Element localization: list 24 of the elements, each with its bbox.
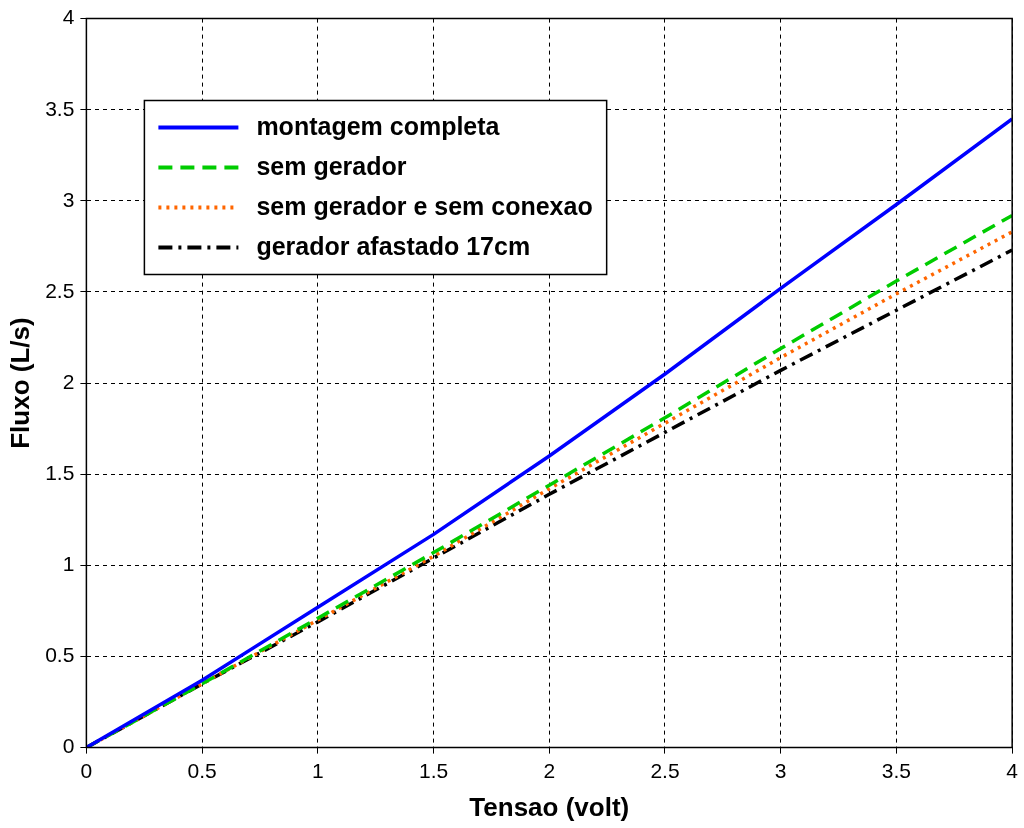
x-tick-label: 4 [1006, 759, 1019, 782]
x-tick-label: 0.5 [187, 759, 217, 782]
y-tick-label: 1.5 [45, 461, 75, 485]
y-tick-label: 0 [62, 734, 75, 758]
x-tick-label: 2.5 [650, 759, 680, 782]
y-tick-label: 4 [62, 5, 75, 29]
x-tick-label: 2 [543, 759, 556, 782]
y-tick-label: 1 [62, 552, 75, 576]
legend-label: montagem completa [256, 112, 501, 141]
x-tick-label: 1 [311, 759, 324, 782]
y-tick-label: 0.5 [45, 643, 75, 667]
y-tick-label: 2 [62, 369, 75, 393]
legend-label: gerador afastado 17cm [256, 232, 531, 261]
y-tick-label: 2.5 [45, 278, 75, 302]
x-tick-label: 1.5 [418, 759, 449, 782]
x-tick-label: 3.5 [881, 759, 912, 782]
y-axis-title: Fluxo (L/s) [4, 317, 35, 449]
y-tick-label: 3.5 [45, 96, 75, 120]
x-tick-label: 3 [774, 759, 787, 782]
legend-label: sem gerador [256, 152, 407, 181]
x-axis-title: Tensao (volt) [469, 791, 630, 822]
y-tick-label: 3 [62, 187, 75, 211]
legend-label: sem gerador e sem conexao [256, 192, 593, 221]
x-tick-label: 0 [80, 759, 93, 782]
